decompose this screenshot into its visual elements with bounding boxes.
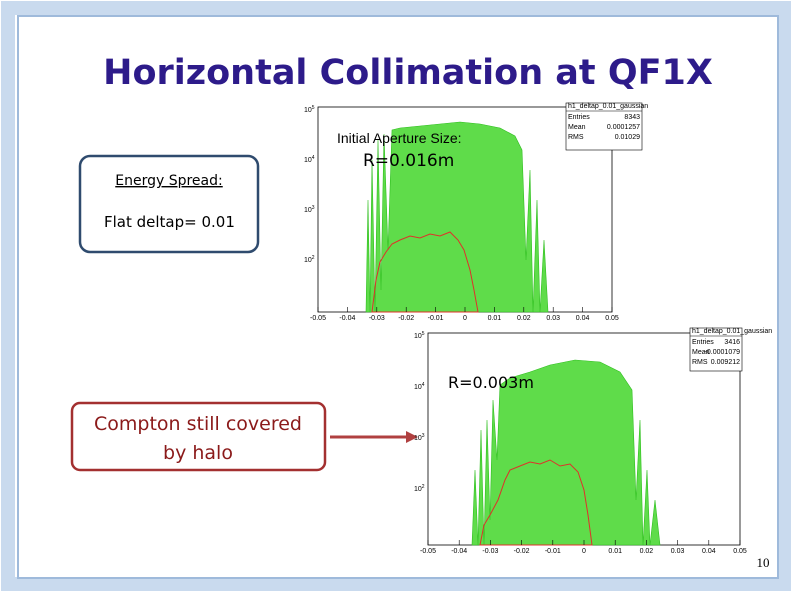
- x-tick-label: -0.04: [451, 548, 467, 555]
- x-tick-label: -0.04: [339, 315, 355, 322]
- y-tick-label: 102: [304, 255, 315, 264]
- x-tick-label: 0.04: [702, 548, 716, 555]
- stats-key: Mean: [568, 124, 586, 131]
- y-tick-base: 10: [414, 333, 422, 340]
- page-number: 10: [757, 555, 770, 570]
- y-tick-exp: 2: [312, 255, 315, 261]
- stats-name: h1_deltap_0.01_gaussian: [692, 328, 772, 335]
- y-tick-label: 104: [414, 382, 425, 391]
- y-tick-label: 105: [304, 105, 315, 114]
- x-tick-label: -0.02: [514, 548, 530, 555]
- y-tick-label: 103: [414, 433, 425, 442]
- x-tick-label: -0.01: [428, 315, 444, 322]
- y-tick-exp: 3: [422, 433, 425, 439]
- stats-value: 0.01029: [615, 134, 640, 141]
- x-tick-label: 0.02: [640, 548, 654, 555]
- stats-value: 3416: [724, 339, 740, 346]
- y-tick-label: 104: [304, 155, 315, 164]
- y-tick-exp: 4: [422, 382, 425, 388]
- x-tick-label: 0.01: [488, 315, 502, 322]
- stats-name: h1_deltap_0.01_gaussian: [568, 103, 648, 110]
- y-tick-exp: 5: [422, 331, 425, 337]
- x-tick-label: 0.03: [671, 548, 685, 555]
- x-tick-label: 0: [582, 548, 586, 555]
- y-tick-base: 10: [414, 384, 422, 391]
- stats-key: Entries: [568, 114, 590, 121]
- stats-key: RMS: [692, 359, 708, 366]
- compton-line: by halo: [163, 442, 233, 464]
- x-tick-label: -0.03: [369, 315, 385, 322]
- stats-key: Entries: [692, 339, 714, 346]
- x-tick-label: -0.05: [420, 548, 436, 555]
- y-tick-exp: 2: [422, 484, 425, 490]
- y-tick-label: 103: [304, 205, 315, 214]
- plot-note: Initial Aperture Size:: [337, 130, 462, 146]
- slide-title: Horizontal Collimation at QF1X: [103, 53, 713, 93]
- y-tick-label: 102: [414, 484, 425, 493]
- plot-1: Initial Aperture Size: R=0.016m: [317, 102, 643, 313]
- x-tick-label: 0.02: [517, 315, 531, 322]
- x-tick-label: -0.03: [482, 548, 498, 555]
- compton-line: Compton still covered: [94, 413, 302, 435]
- histogram-red: [371, 231, 479, 313]
- stats-key: RMS: [568, 134, 584, 141]
- stats-value: 0.0001257: [607, 124, 640, 131]
- stats-value: 0.009212: [711, 359, 740, 366]
- y-tick-exp: 5: [312, 105, 315, 111]
- y-tick-base: 10: [304, 107, 312, 114]
- x-tick-label: -0.01: [545, 548, 561, 555]
- histogram-red: [479, 459, 593, 546]
- x-tick-label: 0.04: [576, 315, 590, 322]
- x-tick-label: 0.05: [733, 548, 747, 555]
- y-tick-exp: 4: [312, 155, 315, 161]
- y-tick-base: 10: [414, 486, 422, 493]
- x-tick-label: 0.05: [605, 315, 619, 322]
- plot-2: R=0.003m: [427, 327, 743, 546]
- energy-box: [78, 154, 260, 254]
- stats-value: -0.0001079: [705, 349, 741, 356]
- x-tick-label: 0: [463, 315, 467, 322]
- stats-box: [689, 327, 743, 372]
- y-tick-base: 10: [414, 435, 422, 442]
- y-tick-exp: 3: [312, 205, 315, 211]
- compton-box: [70, 401, 327, 472]
- x-tick-label: -0.02: [398, 315, 414, 322]
- energy-text: Flat deltap= 0.01: [104, 213, 235, 231]
- y-tick-base: 10: [304, 257, 312, 264]
- frame-inner: [17, 15, 779, 579]
- y-tick-label: 105: [414, 331, 425, 340]
- stats-value: 8343: [624, 114, 640, 121]
- x-tick-label: 0.01: [608, 548, 622, 555]
- y-tick-base: 10: [304, 157, 312, 164]
- stats-key: Mean: [692, 349, 710, 356]
- energy-heading: Energy Spread:: [115, 173, 222, 189]
- x-tick-label: -0.05: [310, 315, 326, 322]
- plot-label: R=0.016m: [363, 151, 454, 171]
- plot-label: R=0.003m: [448, 373, 534, 392]
- arrow-head: [406, 431, 418, 443]
- y-tick-base: 10: [304, 207, 312, 214]
- x-tick-label: 0.03: [546, 315, 560, 322]
